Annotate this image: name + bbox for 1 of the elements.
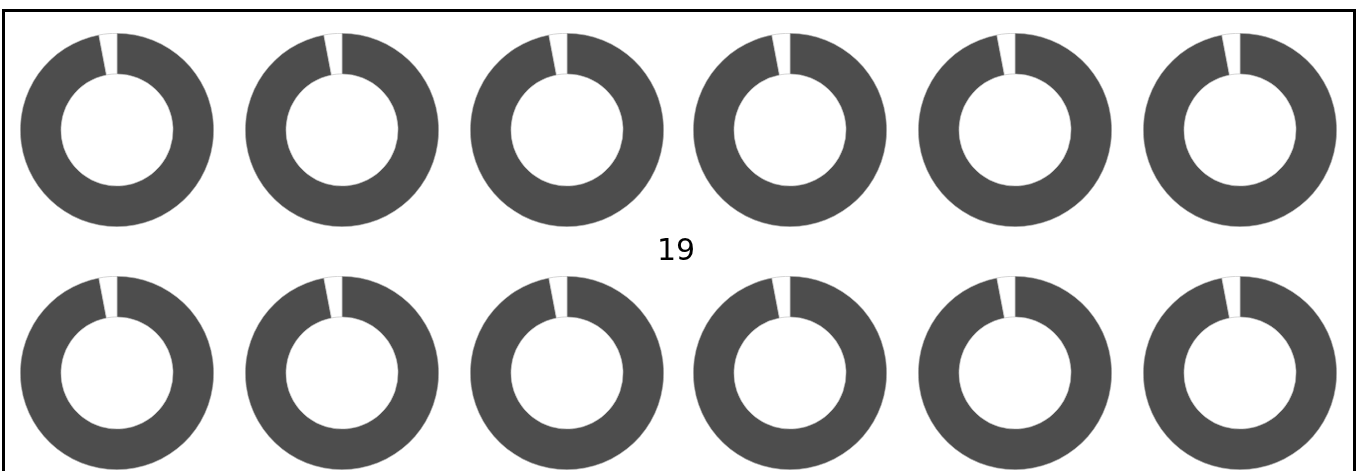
text: 19 bbox=[657, 232, 696, 267]
